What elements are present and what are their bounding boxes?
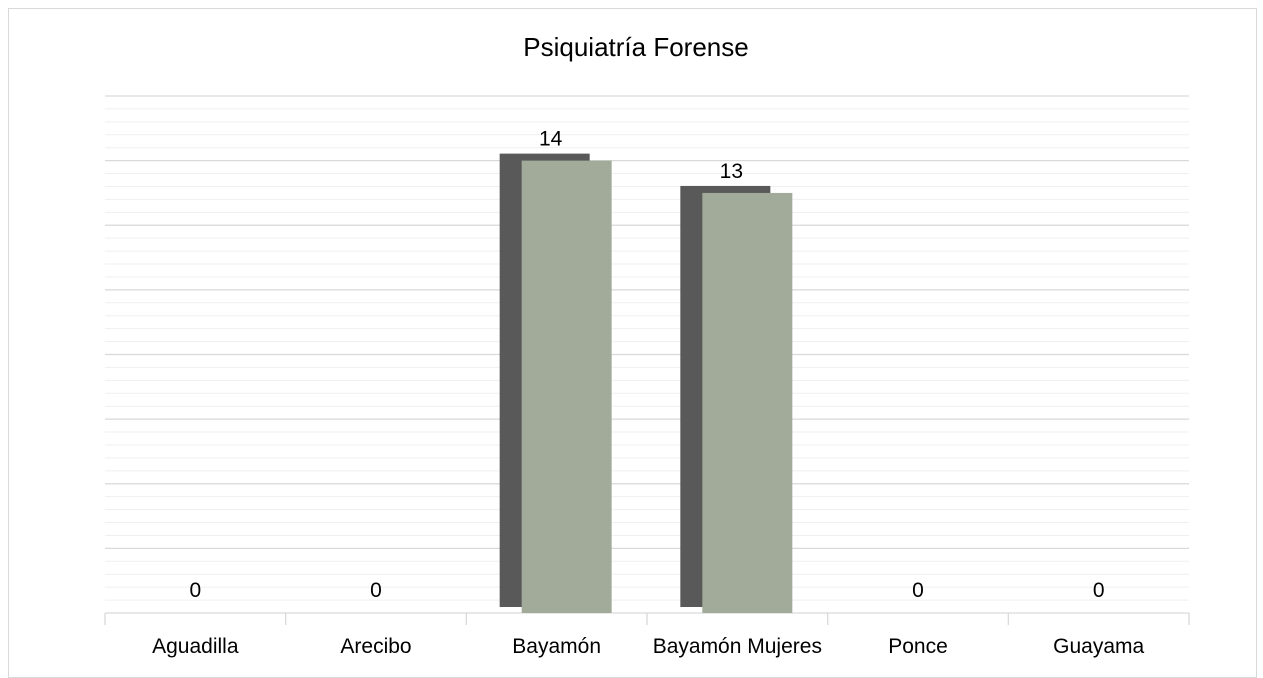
data-label: 0 [912,579,924,602]
chart-frame [8,8,1257,678]
data-label: 14 [539,128,563,151]
x-tick-label: Ponce [888,635,948,658]
x-tick-label: Arecibo [340,635,411,658]
data-label: 0 [1093,579,1105,602]
x-tick-label: Bayamón [512,635,601,658]
labels: 0 Aguadilla 0 Arecibo 14 Bayamón 13 Bayamón Muj… [152,128,1144,658]
gridlines [105,95,1189,601]
data-label: 13 [720,160,743,183]
x-tick-label: Bayamón Mujeres [653,635,822,658]
data-label: 0 [370,579,382,602]
bar [521,160,612,613]
bar [702,192,793,613]
x-tick-label: Guayama [1053,635,1144,658]
bars [499,153,793,613]
data-label: 0 [189,579,201,602]
x-tick-label: Aguadilla [152,635,239,658]
chart-title: Psiquiatría Forense [523,32,748,62]
x-axis [104,612,1190,625]
